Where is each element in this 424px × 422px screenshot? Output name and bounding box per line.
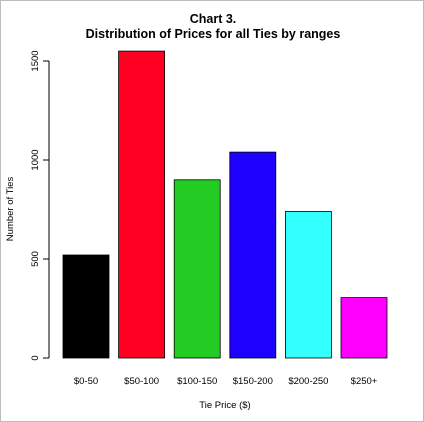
y-axis-label: Number of Ties bbox=[5, 177, 16, 242]
x-tick-label: $250+ bbox=[351, 376, 378, 387]
y-axis: 0 500 1000 1500 bbox=[30, 50, 50, 361]
x-tick-label: $100-150 bbox=[177, 376, 217, 387]
x-tick-label: $0-50 bbox=[74, 376, 98, 387]
chart-title: Chart 3. bbox=[190, 12, 237, 26]
bars-group bbox=[62, 50, 388, 359]
bar-3 bbox=[173, 179, 221, 359]
y-tick-label: 1500 bbox=[30, 50, 41, 71]
y-tick-label: 500 bbox=[30, 251, 41, 267]
bar-1 bbox=[62, 254, 110, 359]
y-tick-label: 1000 bbox=[30, 149, 41, 170]
bar-6 bbox=[340, 297, 388, 359]
x-tick-label: $200-250 bbox=[288, 376, 328, 387]
chart-subtitle: Distribution of Prices for all Ties by r… bbox=[86, 27, 341, 41]
y-tick-label: 0 bbox=[30, 355, 41, 360]
x-axis-label: Tie Price ($) bbox=[199, 400, 250, 411]
x-tick-labels: $0-50 $50-100 $100-150 $150-200 $200-250 $250… bbox=[74, 376, 378, 387]
bar-2 bbox=[118, 50, 165, 359]
bar-4 bbox=[229, 151, 277, 359]
x-tick-label: $50-100 bbox=[124, 376, 159, 387]
bar-5 bbox=[284, 211, 332, 359]
x-tick-label: $150-200 bbox=[233, 376, 273, 387]
